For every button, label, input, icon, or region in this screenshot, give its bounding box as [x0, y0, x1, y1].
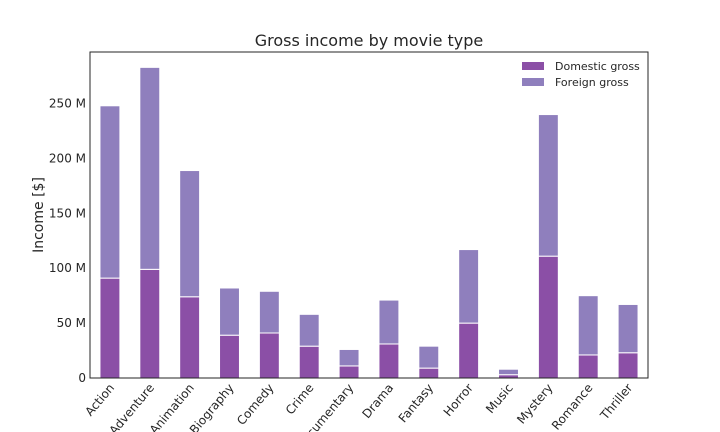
- foreign-bar-romance: [577, 295, 599, 356]
- domestic-bar-horror: [458, 322, 480, 379]
- x-tick-label: Thriller: [597, 381, 636, 423]
- foreign-bar-horror: [458, 249, 480, 324]
- x-tick-label: Crime: [283, 381, 317, 417]
- x-tick-label: Action: [82, 381, 117, 419]
- x-tick-label: Music: [483, 381, 516, 416]
- foreign-bar-drama: [378, 299, 400, 345]
- domestic-bar-action: [99, 277, 121, 379]
- foreign-bar-comedy: [258, 290, 280, 334]
- x-tick-label: Fantasy: [396, 381, 436, 425]
- domestic-bar-fantasy: [418, 367, 440, 379]
- domestic-bar-thriller: [617, 352, 639, 379]
- legend-label-foreign: Foreign gross: [555, 76, 629, 89]
- foreign-bar-thriller: [617, 303, 639, 354]
- foreign-bar-adventure: [139, 66, 161, 270]
- x-tick-label: Horror: [441, 381, 476, 419]
- x-tick-label: Comedy: [234, 381, 277, 428]
- foreign-bar-fantasy: [418, 345, 440, 369]
- legend-label-domestic: Domestic gross: [555, 60, 640, 73]
- domestic-bar-drama: [378, 343, 400, 379]
- domestic-bar-comedy: [258, 332, 280, 379]
- domestic-bar-mystery: [537, 255, 559, 379]
- y-tick-label: 50 M: [57, 316, 86, 330]
- x-tick-label: Drama: [359, 381, 396, 421]
- domestic-bar-documentary: [338, 365, 360, 379]
- legend-swatch-domestic: [522, 62, 544, 70]
- foreign-bar-animation: [179, 170, 201, 298]
- y-tick-label: 200 M: [49, 151, 86, 165]
- foreign-bar-documentary: [338, 348, 360, 367]
- foreign-bar-mystery: [537, 114, 559, 257]
- y-tick-label: 250 M: [49, 97, 86, 111]
- domestic-bar-romance: [577, 354, 599, 379]
- x-tick-label: Mystery: [514, 381, 555, 427]
- domestic-bar-crime: [298, 345, 320, 379]
- foreign-bar-music: [498, 368, 519, 376]
- domestic-bar-animation: [179, 296, 201, 379]
- y-axis-label: Income [$]: [31, 177, 47, 253]
- legend-swatch-foreign: [522, 78, 544, 86]
- foreign-bar-biography: [219, 287, 240, 336]
- y-tick-label: 100 M: [49, 261, 86, 275]
- x-tick-label: Romance: [549, 381, 596, 432]
- chart-title: Gross income by movie type: [255, 31, 484, 50]
- foreign-bar-action: [99, 105, 121, 279]
- y-tick-label: 0: [78, 371, 86, 385]
- domestic-bar-biography: [219, 334, 240, 379]
- foreign-bar-crime: [298, 313, 320, 347]
- y-tick-label: 150 M: [49, 206, 86, 220]
- domestic-bar-adventure: [139, 268, 161, 379]
- plot-frame: [89, 51, 649, 379]
